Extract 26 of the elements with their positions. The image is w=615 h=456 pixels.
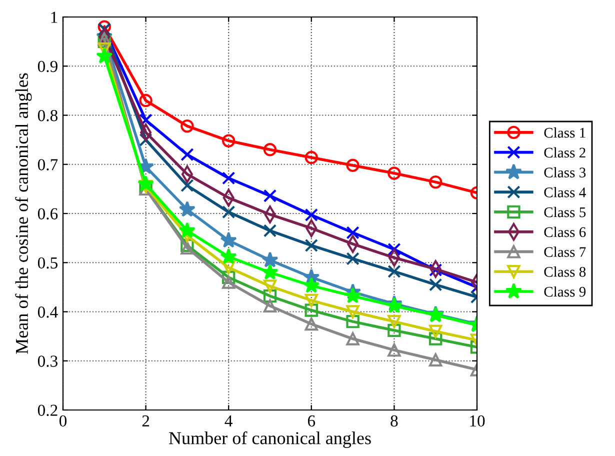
y-tick-label: 0.8	[38, 110, 58, 122]
y-tick-label: 0.2	[38, 404, 58, 416]
legend-label: Class 5	[544, 206, 586, 218]
y-tick-label: 1	[51, 12, 58, 23]
legend-label: Class 7	[544, 246, 586, 257]
legend-label: Class 2	[544, 147, 586, 158]
y-tick-label: 0.3	[38, 356, 58, 367]
legend-label: Class 9	[544, 286, 586, 297]
x-tick-label: 6	[308, 415, 316, 427]
legend-label: Class 1	[544, 127, 586, 138]
y-tick-label: 0.4	[38, 306, 58, 318]
legend-label: Class 3	[544, 167, 586, 178]
x-tick-label: 0	[59, 415, 67, 427]
legend-label: Class 8	[544, 266, 586, 277]
x-tick-label: 8	[390, 415, 398, 427]
legend-label: Class 6	[544, 226, 586, 238]
y-axis-title: Mean of the cosine of canonical angles	[15, 73, 32, 354]
x-tick-label: 2	[142, 415, 150, 426]
x-axis-title: Number of canonical angles	[168, 431, 371, 448]
x-tick-label: 4	[224, 415, 233, 426]
y-tick-label: 0.6	[38, 208, 58, 220]
y-tick-label: 0.5	[38, 257, 58, 269]
legend-label: Class 4	[544, 187, 586, 198]
x-tick-label: 10	[470, 415, 485, 427]
y-tick-label: 0.7	[38, 159, 58, 170]
y-tick-label: 0.9	[38, 60, 58, 72]
